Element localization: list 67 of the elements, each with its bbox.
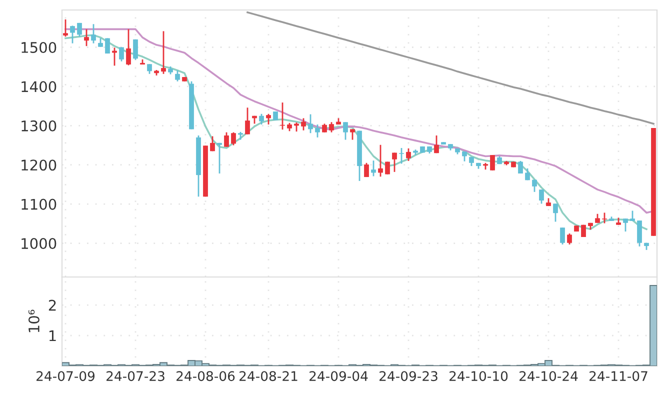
candlestick	[210, 136, 215, 152]
candlestick	[350, 128, 355, 140]
candlestick	[147, 63, 152, 75]
candlestick	[133, 38, 138, 60]
candlestick	[371, 160, 376, 177]
candlestick	[539, 188, 544, 204]
candlestick	[637, 220, 642, 248]
candlestick	[553, 202, 558, 222]
candlestick	[532, 179, 537, 193]
x-tick-label: 24-07-23	[106, 371, 164, 382]
x-tick-label: 24-10-10	[450, 371, 508, 382]
candlestick	[301, 118, 306, 132]
x-tick-label: 24-09-23	[380, 371, 438, 382]
candlestick	[294, 122, 299, 132]
candlestick	[119, 46, 124, 62]
y-tick-label: 1400	[22, 81, 56, 92]
y-tick-label: 1200	[22, 160, 56, 171]
candlestick	[406, 148, 411, 162]
y-tick-label: 1	[49, 330, 56, 342]
candlestick	[364, 162, 369, 178]
candlestick	[392, 152, 397, 173]
candlestick	[462, 150, 467, 162]
candlestick	[630, 210, 635, 222]
candlestick	[126, 28, 131, 66]
candlestick	[224, 132, 229, 148]
y-tick-label: 1000	[22, 238, 56, 250]
candlestick	[490, 154, 495, 172]
candlestick	[315, 124, 320, 138]
candlestick	[567, 232, 572, 246]
candlestick	[623, 218, 628, 232]
y-axis-title: 10⁶	[28, 310, 40, 332]
candlestick	[329, 121, 334, 134]
candlestick	[84, 28, 89, 47]
candlestick	[70, 24, 75, 44]
line-series	[246, 11, 654, 125]
x-tick-label: 24-08-06	[176, 371, 235, 382]
candlestick	[602, 212, 607, 224]
candlestick	[175, 70, 180, 82]
x-tick-label: 24-09-04	[310, 371, 368, 382]
candlestick	[63, 18, 68, 38]
candlestick	[434, 134, 439, 154]
x-tick-label: 24-10-24	[520, 371, 578, 382]
y-tick-label: 2	[48, 300, 56, 311]
candlestick	[378, 144, 383, 178]
candlestick	[91, 23, 96, 44]
candlestick	[385, 161, 390, 175]
candlestick	[245, 106, 250, 135]
candlestick	[343, 121, 348, 140]
y-tick-label: 1500	[22, 42, 56, 53]
candlestick	[399, 147, 404, 164]
candlestick	[217, 142, 222, 174]
x-tick-label: 24-08-21	[240, 371, 298, 382]
candlestick	[231, 132, 236, 146]
x-tick-label: 24-11-07	[590, 371, 648, 382]
candlestick	[259, 113, 264, 126]
candlestick	[266, 113, 271, 126]
candlestick	[308, 114, 313, 134]
y-tick-label: 1300	[22, 120, 56, 132]
candlestick	[161, 30, 166, 75]
candlestick	[77, 22, 82, 38]
candlestick	[469, 156, 474, 167]
x-tick-label: 24-07-09	[36, 371, 95, 382]
candlestick	[518, 160, 523, 174]
candlestick	[560, 226, 565, 246]
candlestick	[595, 213, 600, 224]
candlestick	[105, 38, 110, 54]
y-tick-label: 1100	[22, 198, 56, 210]
